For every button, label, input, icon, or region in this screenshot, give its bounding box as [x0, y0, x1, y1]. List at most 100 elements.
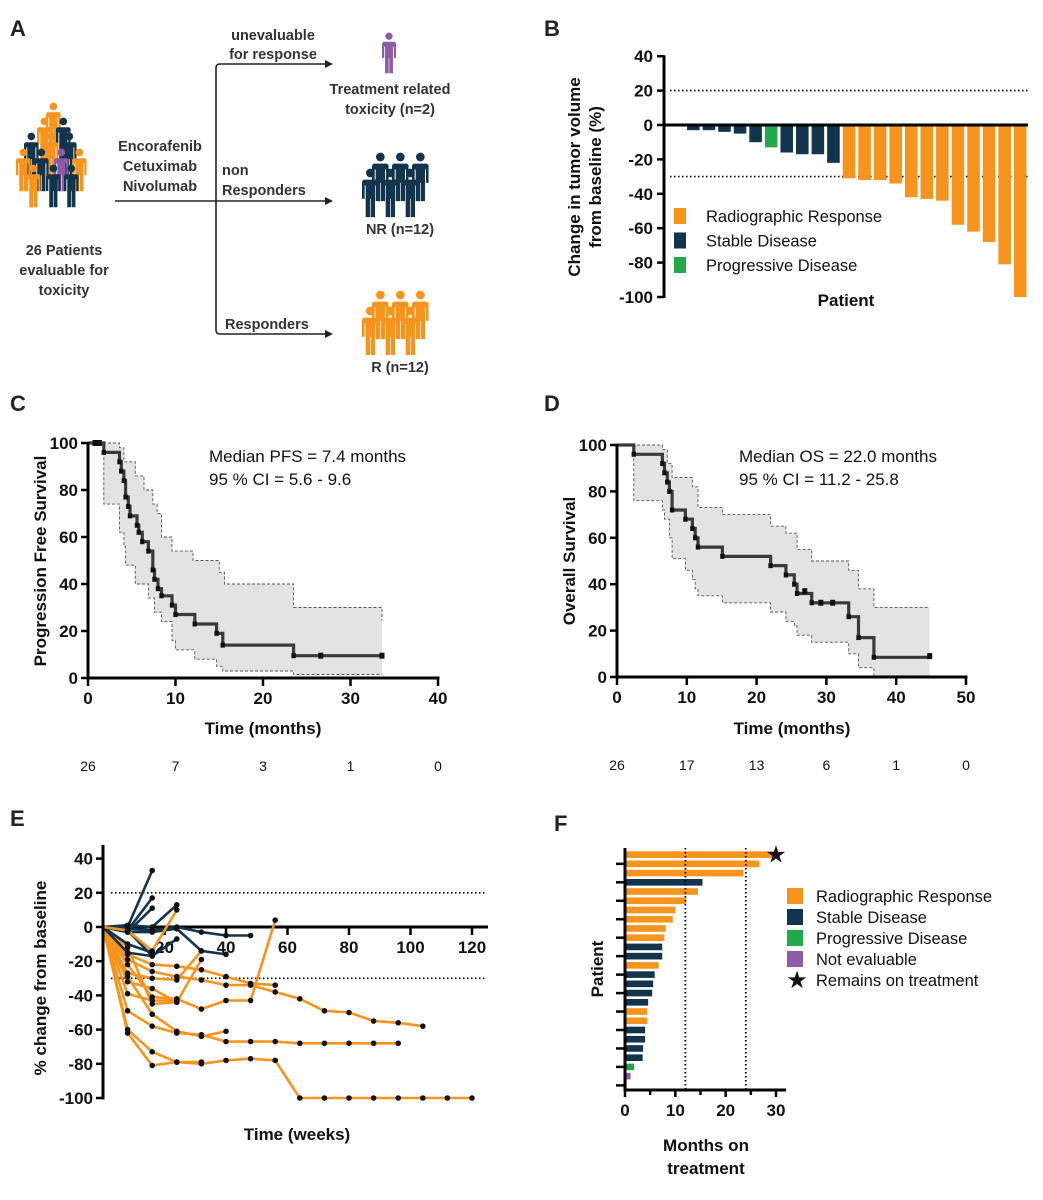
y-tick-label: 100	[50, 434, 78, 453]
branch-label-nonresponders-1: non	[222, 163, 249, 179]
at-risk-count: 3	[259, 758, 267, 774]
b-bar	[904, 125, 918, 198]
c-y-axis-label: Progression Free Survival	[31, 456, 50, 667]
y-tick-label: 0	[598, 668, 607, 687]
at-risk-count: 0	[434, 758, 442, 774]
e-data-point	[272, 1057, 279, 1064]
e-data-point	[272, 982, 279, 988]
e-data-point	[346, 1040, 352, 1047]
toxicity-person-icon	[382, 32, 396, 74]
e-data-point	[223, 997, 229, 1004]
at-risk-count: 1	[347, 758, 355, 774]
e-data-point	[223, 982, 229, 988]
e-data-point	[297, 996, 303, 1002]
e-data-point	[247, 1055, 254, 1062]
km-censor-mark	[96, 440, 102, 446]
at-risk-count: 26	[80, 758, 96, 774]
km-event-marker	[792, 581, 797, 587]
f-bar	[625, 915, 673, 923]
e-y-tick-label: -40	[68, 986, 93, 1005]
f-legend-label: Remains on treatment	[816, 972, 979, 990]
b-y-tick-label: 0	[644, 116, 653, 135]
f-bar	[625, 925, 666, 932]
e-data-point	[198, 948, 205, 954]
km-event-marker	[662, 470, 667, 476]
km-event-marker	[117, 459, 122, 465]
km-event-marker	[660, 461, 665, 467]
d-y-axis-label: Overall Survival	[560, 497, 579, 626]
e-data-point	[370, 1095, 377, 1101]
e-data-point	[124, 961, 131, 968]
b-y-label-line-2: from baseline (%)	[586, 106, 605, 248]
km-event-marker	[692, 535, 698, 541]
b-bar	[1013, 125, 1027, 297]
at-risk-count: 6	[823, 757, 831, 773]
branch-label-unevaluable-2: for response	[229, 47, 317, 63]
f-legend-label: Progressive Disease	[816, 930, 967, 948]
e-data-point	[198, 1033, 205, 1040]
e-data-point	[247, 982, 254, 988]
at-risk-count: 26	[609, 757, 625, 773]
b-bar	[920, 125, 934, 199]
e-data-point	[223, 973, 229, 980]
arrowhead-top	[325, 60, 333, 68]
start-label-line-3: toxicity	[39, 283, 90, 299]
b-bar	[718, 125, 731, 132]
e-data-point	[321, 1040, 328, 1047]
e-y-tick-label: -80	[68, 1055, 93, 1074]
km-event-marker	[809, 600, 814, 606]
e-data-point	[149, 975, 155, 982]
e-series-line	[103, 870, 154, 929]
f-swimmer-plot: ★ 0 10 20 30	[616, 842, 787, 1120]
f-x-label-line-2: treatment	[667, 1159, 745, 1178]
e-data-point	[174, 901, 180, 908]
e-data-point	[174, 936, 180, 942]
e-data-point	[149, 905, 155, 911]
km-event-marker	[155, 586, 161, 592]
e-data-point	[247, 997, 254, 1004]
e-y-tick-label: 20	[74, 884, 93, 903]
d-ci-annotation: 95 % CI = 11.2 - 25.8	[739, 470, 899, 489]
f-legend-label: Radiographic Response	[816, 888, 992, 906]
e-data-point	[272, 989, 279, 995]
b-axes	[662, 55, 1028, 298]
e-data-point	[297, 1040, 303, 1047]
e-data-point	[247, 1038, 254, 1045]
b-bar	[687, 125, 700, 131]
outcome-r: R (n=12)	[371, 360, 429, 376]
f-bar	[625, 851, 776, 858]
km-event-marker	[695, 544, 701, 550]
e-data-point	[198, 1059, 205, 1065]
treatment-encorafenib: Encorafenib	[118, 139, 202, 155]
nonresponder-group-icon	[362, 152, 429, 218]
y-tick-label: 0	[69, 669, 78, 688]
e-data-point	[124, 927, 131, 934]
km-event-marker	[856, 635, 861, 641]
km-event-marker	[192, 621, 197, 627]
e-data-point	[272, 1038, 279, 1045]
b-bars	[671, 124, 1027, 297]
y-tick-label: 20	[588, 622, 607, 641]
e-series-line	[102, 909, 178, 953]
f-bar	[625, 1017, 648, 1025]
e-data-point	[149, 948, 155, 954]
e-x-tick-label: 120	[458, 938, 486, 957]
b-y-tick-label: -20	[628, 150, 653, 169]
e-data-point	[149, 953, 155, 959]
e-data-point	[149, 1023, 155, 1029]
b-bar	[982, 125, 996, 242]
f-bar	[625, 1054, 643, 1062]
km-event-marker	[214, 630, 219, 636]
km-event-marker	[121, 478, 127, 484]
e-data-point	[174, 977, 180, 983]
arrowhead-middle	[325, 197, 333, 205]
e-data-point	[174, 1059, 180, 1065]
e-data-point	[198, 977, 205, 983]
f-star-icon: ★	[765, 842, 787, 869]
e-data-point	[395, 1019, 402, 1026]
x-tick-label: 20	[747, 688, 766, 707]
f-legend-swatch	[787, 951, 803, 967]
e-y-tick-label: -20	[68, 952, 93, 971]
f-legend-swatch	[787, 888, 803, 904]
